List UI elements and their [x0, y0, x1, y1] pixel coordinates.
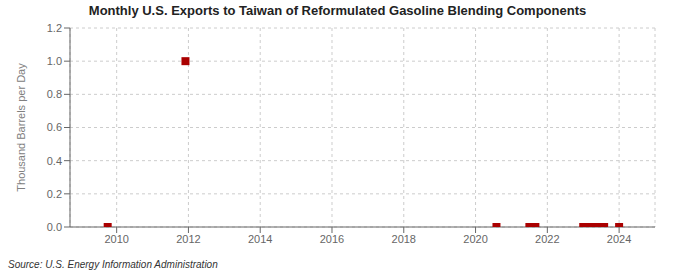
svg-text:0.8: 0.8: [47, 88, 62, 100]
svg-text:0.6: 0.6: [47, 121, 62, 133]
svg-text:0.0: 0.0: [47, 221, 62, 233]
svg-text:Thousand Barrels per Day: Thousand Barrels per Day: [15, 63, 27, 192]
svg-text:2022: 2022: [535, 233, 559, 245]
svg-text:2016: 2016: [320, 233, 344, 245]
svg-text:2020: 2020: [463, 233, 487, 245]
svg-text:2024: 2024: [607, 233, 631, 245]
svg-text:2012: 2012: [176, 233, 200, 245]
html-text:Monthly U.S. Exports to Taiwan: Monthly U.S. Exports to Taiwan of Reform…: [88, 3, 587, 18]
svg-text:0.2: 0.2: [47, 188, 62, 200]
svg-text:1.2: 1.2: [47, 22, 62, 34]
svg-text:2010: 2010: [104, 233, 128, 245]
html-text:Source: U.S. Energy Informatio: Source: U.S. Energy Information Administ…: [8, 259, 218, 270]
svg-text:2018: 2018: [392, 233, 416, 245]
svg-text:1.0: 1.0: [47, 55, 62, 67]
svg-text:2014: 2014: [248, 233, 272, 245]
svg-text:0.4: 0.4: [47, 155, 62, 167]
